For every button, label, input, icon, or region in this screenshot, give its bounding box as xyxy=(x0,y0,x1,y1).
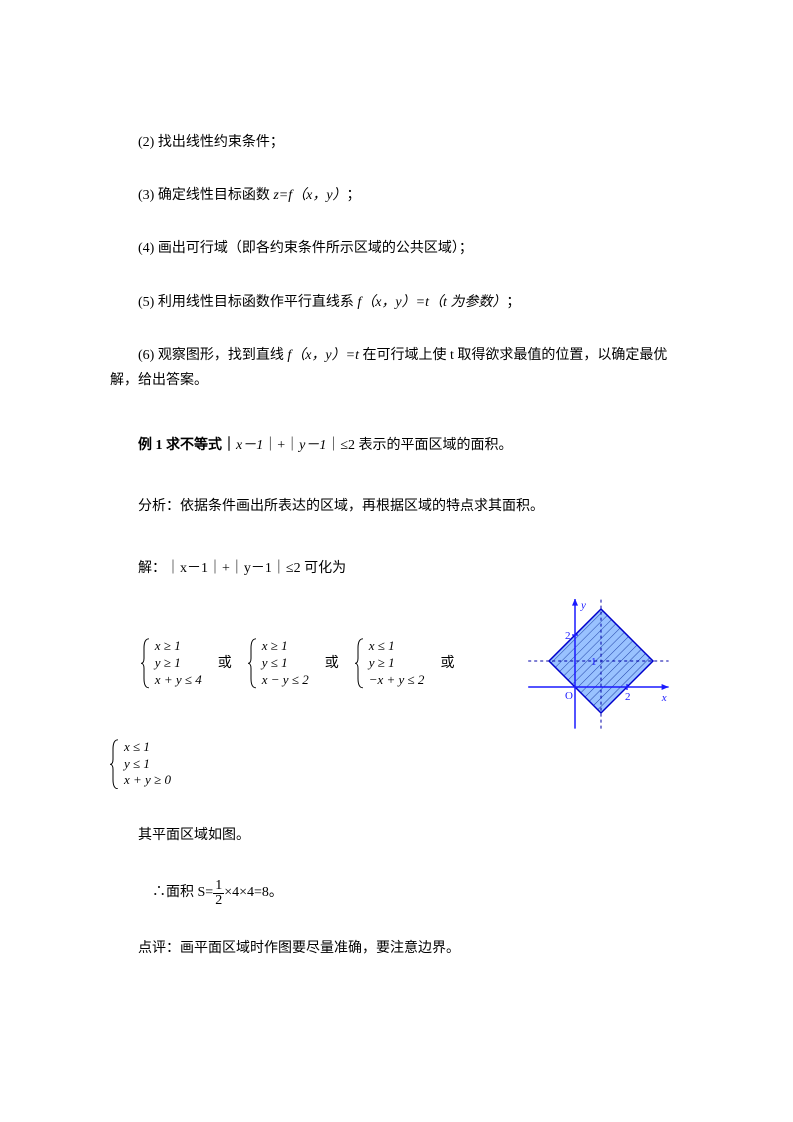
svg-text:y: y xyxy=(580,599,586,611)
svg-text:O: O xyxy=(565,690,573,702)
solution-head: 解：｜x－1｜+｜y－1｜≤2 可化为 xyxy=(110,556,683,581)
or-2: 或 xyxy=(325,651,339,676)
brace-icon xyxy=(355,638,365,689)
svg-text:2: 2 xyxy=(565,630,571,642)
example-expr1: x－1 xyxy=(236,438,263,453)
case-2-body: x ≥ 1 y ≤ 1 x − y ≤ 2 xyxy=(262,638,309,689)
case-2-line-2: y ≤ 1 xyxy=(262,655,309,672)
case-4-line-3: x + y ≥ 0 xyxy=(124,772,171,789)
cases-row: x ≥ 1 y ≥ 1 x + y ≤ 4 或 x ≥ 1 y ≤ 1 x − … xyxy=(110,599,683,729)
svg-text:x: x xyxy=(661,692,667,704)
step-2: (2) 找出线性约束条件； xyxy=(110,130,683,155)
fraction-num: 1 xyxy=(213,879,224,894)
case-1-body: x ≥ 1 y ≥ 1 x + y ≤ 4 xyxy=(155,638,202,689)
step-5-post: ； xyxy=(506,295,520,310)
case-2: x ≥ 1 y ≤ 1 x − y ≤ 2 xyxy=(248,638,309,689)
case-3: x ≤ 1 y ≥ 1 −x + y ≤ 2 xyxy=(355,638,425,689)
case-3-body: x ≤ 1 y ≥ 1 −x + y ≤ 2 xyxy=(369,638,425,689)
step-3: (3) 确定线性目标函数 z=f（x，y）； xyxy=(110,183,683,208)
area-pre: ∴面积 S= xyxy=(152,880,213,905)
brace-icon xyxy=(141,638,151,689)
step-6: (6) 观察图形，找到直线 f（x，y）=t 在可行域上使 t 取得欲求最值的位… xyxy=(110,343,683,393)
case-3-line-1: x ≤ 1 xyxy=(369,638,425,655)
case-4-row: x ≤ 1 y ≤ 1 x + y ≥ 0 xyxy=(110,739,683,790)
case-1-line-1: x ≥ 1 xyxy=(155,638,202,655)
region-label: 其平面区域如图。 xyxy=(110,823,683,848)
case-2-line-3: x − y ≤ 2 xyxy=(262,672,309,689)
fraction-half: 1 2 xyxy=(213,879,224,908)
case-1-line-2: y ≥ 1 xyxy=(155,655,202,672)
step-6-expr: f（x，y）=t xyxy=(287,348,359,363)
step-3-expr: z=f（x，y） xyxy=(273,188,346,203)
step-6-pre: (6) 观察图形，找到直线 xyxy=(138,348,287,363)
case-3-line-3: −x + y ≤ 2 xyxy=(369,672,425,689)
or-1: 或 xyxy=(218,651,232,676)
brace-icon xyxy=(248,638,258,689)
step-3-pre: (3) 确定线性目标函数 xyxy=(138,188,273,203)
comment: 点评：画平面区域时作图要尽量准确，要注意边界。 xyxy=(110,936,683,961)
case-1: x ≥ 1 y ≥ 1 x + y ≤ 4 xyxy=(141,638,202,689)
example-title-pre: 例 1 求不等式｜ xyxy=(138,438,236,453)
svg-text:1: 1 xyxy=(591,656,597,668)
or-3: 或 xyxy=(440,651,454,676)
step-5: (5) 利用线性目标函数作平行直线系 f（x，y）=t（t 为参数）； xyxy=(110,290,683,315)
case-4: x ≤ 1 y ≤ 1 x + y ≥ 0 xyxy=(110,739,171,790)
example-title: 例 1 求不等式｜x－1｜+｜y－1｜≤2 表示的平面区域的面积。 xyxy=(110,433,683,458)
step-4: (4) 画出可行域（即各约束条件所示区域的公共区域）； xyxy=(110,236,683,261)
fraction-den: 2 xyxy=(213,894,224,908)
case-4-line-1: x ≤ 1 xyxy=(124,739,171,756)
page: (2) 找出线性约束条件； (3) 确定线性目标函数 z=f（x，y）； (4)… xyxy=(0,0,793,1122)
example-post: ｜≤2 表示的平面区域的面积。 xyxy=(326,438,512,453)
analysis: 分析：依据条件画出所表达的区域，再根据区域的特点求其面积。 xyxy=(110,494,683,519)
area-post: ×4×4=8。 xyxy=(224,880,283,905)
example-expr2: y－1 xyxy=(299,438,326,453)
case-1-line-3: x + y ≤ 4 xyxy=(155,672,202,689)
case-4-line-2: y ≤ 1 xyxy=(124,756,171,773)
step-3-post: ； xyxy=(347,188,361,203)
case-3-line-2: y ≥ 1 xyxy=(369,655,425,672)
svg-text:2: 2 xyxy=(625,691,631,703)
region-diagram: x y O 2 2 1 xyxy=(513,599,683,729)
step-5-expr: f（x，y）=t（t 为参数） xyxy=(357,295,506,310)
case-2-line-1: x ≥ 1 xyxy=(262,638,309,655)
step-5-pre: (5) 利用线性目标函数作平行直线系 xyxy=(138,295,357,310)
brace-icon xyxy=(110,739,120,790)
example-mid: ｜+｜ xyxy=(263,438,299,453)
area-line: ∴面积 S= 1 2 ×4×4=8。 xyxy=(110,879,683,908)
case-4-body: x ≤ 1 y ≤ 1 x + y ≥ 0 xyxy=(124,739,171,790)
